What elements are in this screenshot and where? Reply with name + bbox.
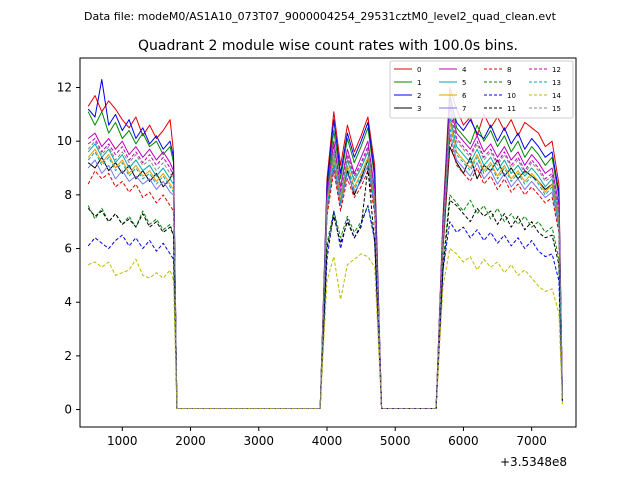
legend-label-12: 12 — [552, 66, 561, 74]
x-tick-label: 3000 — [243, 434, 274, 448]
x-tick-label: 7000 — [516, 434, 547, 448]
series-line-11 — [87, 167, 563, 409]
y-tick-label: 0 — [64, 403, 72, 417]
x-tick-label: 1000 — [107, 434, 138, 448]
series-line-15 — [87, 113, 563, 409]
legend-label-4: 4 — [462, 66, 467, 74]
x-tick-label: 2000 — [175, 434, 206, 448]
suptitle: Data file: modeM0/AS1A10_073T07_90000042… — [84, 10, 557, 23]
y-tick-label: 10 — [57, 134, 72, 148]
legend-label-8: 8 — [507, 66, 511, 74]
x-offset-label: +3.5348e8 — [500, 455, 567, 469]
legend-label-7: 7 — [462, 105, 466, 113]
legend-label-14: 14 — [552, 92, 561, 100]
legend-label-6: 6 — [462, 92, 467, 100]
plot-area-frame — [79, 57, 577, 428]
x-tick-label: 6000 — [448, 434, 479, 448]
y-axis: 0 2 4 6 8 10 12 — [57, 81, 80, 417]
legend-label-0: 0 — [417, 66, 421, 74]
legend-label-5: 5 — [462, 79, 466, 87]
y-tick-label: 12 — [57, 81, 72, 95]
legend-label-1: 1 — [417, 79, 421, 87]
legend-label-13: 13 — [552, 79, 561, 87]
legend-label-11: 11 — [507, 105, 516, 113]
legend-label-15: 15 — [552, 105, 561, 113]
series-layer — [87, 79, 563, 409]
legend-box — [389, 60, 574, 119]
x-tick-label: 4000 — [312, 434, 343, 448]
legend-label-9: 9 — [507, 79, 511, 87]
series-line-14 — [88, 248, 563, 409]
series-line-12 — [87, 108, 563, 409]
series-line-7 — [87, 132, 563, 409]
y-tick-label: 2 — [64, 349, 72, 363]
x-tick-label: 5000 — [380, 434, 411, 448]
y-tick-label: 4 — [64, 295, 72, 309]
legend-label-10: 10 — [507, 92, 516, 100]
y-tick-label: 6 — [64, 242, 72, 256]
legend-label-3: 3 — [417, 105, 421, 113]
x-axis: 1000 2000 3000 4000 5000 6000 7000 — [107, 427, 547, 448]
y-tick-label: 8 — [64, 188, 72, 202]
legend-label-2: 2 — [417, 92, 421, 100]
chart-title: Quadrant 2 module wise count rates with … — [138, 38, 518, 54]
series-line-9 — [87, 194, 563, 409]
